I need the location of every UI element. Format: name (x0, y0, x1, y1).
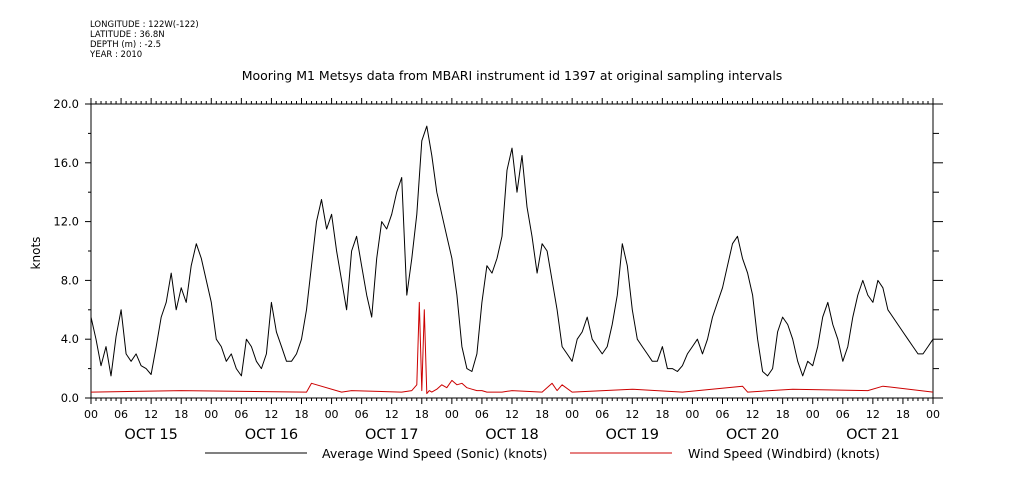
x-hour-label: 06 (716, 408, 730, 421)
x-day-label: OCT 17 (365, 427, 418, 443)
x-hour-label: 12 (625, 408, 639, 421)
x-hour-label: 12 (144, 408, 158, 421)
x-hour-label: 06 (475, 408, 489, 421)
x-hour-label: 18 (655, 408, 669, 421)
x-hour-label: 06 (234, 408, 248, 421)
x-hour-label: 06 (114, 408, 128, 421)
y-tick-label: 20.0 (53, 97, 79, 111)
x-day-label: OCT 15 (124, 427, 177, 443)
y-axis-ticks: 0.0 4.0 8.0 12.0 16.0 20.0 (53, 97, 943, 405)
x-hour-label: 12 (264, 408, 278, 421)
legend-label-1: Wind Speed (Windbird) (knots) (688, 446, 880, 461)
x-hour-label: 00 (926, 408, 940, 421)
metadata-block: LONGITUDE : 122W(-122) LATITUDE : 36.8N … (90, 20, 199, 60)
y-axis-label: knots (29, 237, 43, 270)
x-day-label: OCT 20 (726, 427, 779, 443)
x-axis-ticks: 00 06 12 18 00 06 12 18 00 06 12 18 00 06 12 18 00 06 12 18… (84, 98, 940, 443)
chart-title: Mooring M1 Metsys data from MBARI instru… (242, 68, 783, 83)
x-hour-label: 12 (385, 408, 399, 421)
x-hour-label: 06 (595, 408, 609, 421)
longitude-label: LONGITUDE : 122W(-122) (90, 20, 199, 30)
x-hour-label: 18 (415, 408, 429, 421)
x-hour-label: 00 (84, 408, 98, 421)
series-line-0 (90, 125, 934, 377)
depth-label: DEPTH (m) : -2.5 (90, 40, 162, 50)
x-hour-label: 18 (174, 408, 188, 421)
y-tick-label: 4.0 (61, 332, 79, 346)
y-tick-label: 0.0 (61, 391, 79, 405)
x-hour-label: 12 (505, 408, 519, 421)
x-hour-label: 00 (325, 408, 339, 421)
legend-label-0: Average Wind Speed (Sonic) (knots) (322, 446, 547, 461)
x-day-label: OCT 19 (606, 427, 659, 443)
x-day-label: OCT 16 (245, 427, 298, 443)
legend: Average Wind Speed (Sonic) (knots) Wind S… (205, 446, 880, 461)
y-tick-label: 8.0 (61, 273, 79, 287)
x-hour-label: 00 (806, 408, 820, 421)
x-hour-label: 06 (836, 408, 850, 421)
x-hour-label: 12 (866, 408, 880, 421)
y-tick-label: 16.0 (53, 156, 79, 170)
series-layer (90, 125, 934, 395)
x-hour-label: 18 (896, 408, 910, 421)
x-hour-label: 00 (685, 408, 699, 421)
year-label: YEAR : 2010 (90, 50, 143, 60)
x-hour-label: 00 (565, 408, 579, 421)
x-hour-label: 18 (535, 408, 549, 421)
x-hour-label: 00 (445, 408, 459, 421)
x-day-label: OCT 18 (485, 427, 538, 443)
x-hour-label: 18 (295, 408, 309, 421)
x-hour-label: 18 (776, 408, 790, 421)
x-hour-label: 12 (746, 408, 760, 421)
x-hour-label: 00 (204, 408, 218, 421)
latitude-label: LATITUDE : 36.8N (90, 30, 165, 40)
series-line-1 (90, 301, 934, 395)
x-day-label: OCT 21 (846, 427, 899, 443)
y-tick-label: 12.0 (53, 215, 79, 229)
x-hour-label: 06 (355, 408, 369, 421)
